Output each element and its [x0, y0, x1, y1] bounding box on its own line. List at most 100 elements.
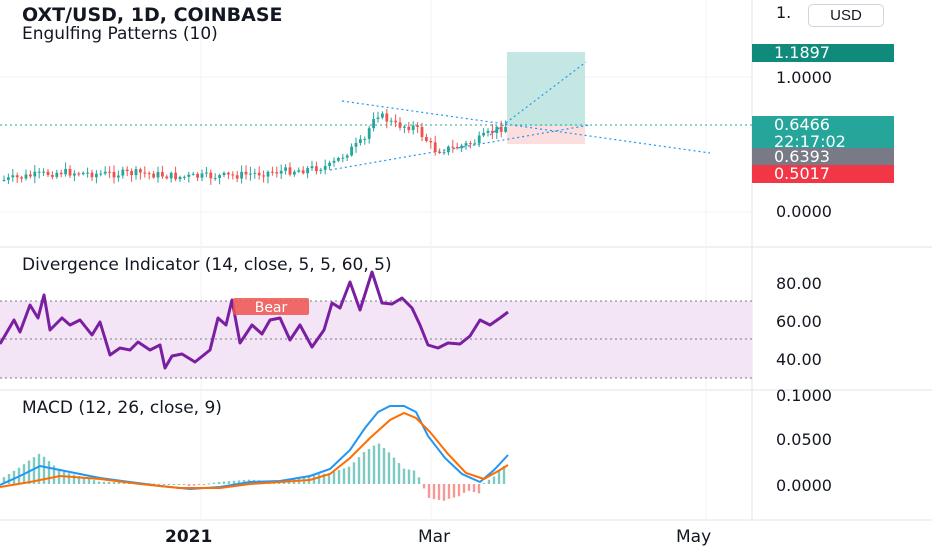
histogram-bar [182, 484, 186, 485]
time-tick-mar: Mar [418, 527, 451, 547]
price-tick: 1. [776, 3, 792, 22]
histogram-bar [472, 484, 476, 493]
candle-body [473, 143, 477, 145]
candle-body [77, 173, 81, 175]
candle-body [152, 173, 155, 178]
candle-body [455, 146, 459, 149]
candle-body [156, 172, 160, 178]
histogram-bar [117, 482, 121, 484]
histogram-bar [77, 476, 81, 484]
candle-body [315, 166, 318, 172]
histogram-bar [47, 461, 51, 484]
candle-body [7, 177, 10, 180]
candle-body [266, 171, 270, 177]
histogram-bar [482, 483, 486, 485]
histogram-bar [367, 448, 371, 484]
histogram-bar [352, 462, 356, 484]
macd-title[interactable]: MACD (12, 26, close, 9) [22, 398, 222, 418]
candle-body [499, 126, 503, 132]
histogram-bar [222, 481, 226, 484]
candle-body [297, 170, 301, 172]
histogram-bar [87, 478, 91, 484]
time-tick-may: May [676, 527, 712, 547]
candle-body [231, 174, 235, 176]
candlestick-series[interactable] [2, 108, 507, 185]
histogram-bar [427, 484, 431, 498]
candle-body [372, 119, 375, 129]
macd-tick: 0.1000 [776, 386, 832, 405]
trendline-upper[interactable] [341, 100, 711, 154]
histogram-bar [207, 483, 211, 485]
histogram-bar [407, 469, 411, 484]
candle-body [447, 146, 450, 153]
candle-body [385, 113, 389, 122]
histogram-bar [42, 456, 46, 484]
divergence-tick: 80.00 [776, 274, 822, 293]
candle-body [178, 176, 182, 180]
candle-body [398, 122, 402, 128]
candle-body [359, 139, 362, 144]
trendline-lower[interactable] [329, 124, 591, 171]
histogram-bar [337, 470, 341, 484]
macd-line[interactable] [0, 405, 509, 491]
candle-body [394, 120, 397, 123]
candle-body [86, 172, 89, 174]
candle-body [196, 173, 199, 178]
histogram-bar [97, 481, 101, 484]
candle-body [323, 165, 327, 170]
stop-zone[interactable] [507, 126, 585, 144]
candle-body [363, 138, 367, 140]
candle-body [271, 171, 274, 173]
histogram-bar [102, 481, 106, 484]
target-zone[interactable] [507, 52, 585, 126]
currency-button[interactable]: USD [808, 4, 884, 27]
candle-body [174, 172, 177, 180]
candle-body [279, 170, 283, 174]
candle-body [240, 171, 243, 179]
candle-body [20, 177, 23, 179]
macd-tick: 0.0000 [776, 476, 832, 495]
candle-body [73, 173, 76, 176]
candle-body [253, 172, 257, 174]
histogram-bar [192, 484, 196, 486]
candle-body [99, 173, 103, 175]
candle-body [306, 168, 309, 174]
divergence-rsi-line[interactable] [0, 270, 509, 370]
histogram-bar [322, 473, 326, 484]
candle-body [121, 169, 125, 176]
candle-body [143, 172, 147, 174]
histogram-bar [342, 468, 346, 484]
candle-body [486, 130, 490, 133]
histogram-bar [422, 484, 426, 489]
current-price-tag: 0.6466 22:17:02 [752, 116, 894, 152]
histogram-bar [502, 465, 506, 484]
signal-line[interactable] [0, 411, 509, 489]
histogram-bar [152, 483, 156, 485]
time-tick-2021: 2021 [165, 527, 213, 547]
candle-body [425, 136, 428, 141]
candle-body [183, 176, 186, 178]
current-price: 0.6466 [774, 115, 830, 134]
candle-body [169, 172, 173, 179]
histogram-bar [237, 480, 241, 484]
histogram-bar [212, 482, 216, 484]
histogram-bar [162, 484, 166, 485]
histogram-bar [177, 484, 181, 485]
entry-price-tag: 0.6393 [752, 148, 894, 166]
symbol-title[interactable]: OXT/USD, 1D, COINBASE [22, 4, 283, 26]
candle-body [139, 169, 142, 173]
histogram-bar [327, 473, 331, 484]
bear-label-box [233, 298, 309, 315]
candle-body [55, 172, 59, 177]
indicator-title[interactable]: Engulfing Patterns (10) [22, 24, 218, 44]
histogram-bar [402, 468, 406, 484]
histogram-bar [37, 453, 41, 484]
divergence-tick: 40.00 [776, 350, 822, 369]
macd-histogram[interactable] [2, 443, 506, 501]
candle-body [165, 176, 169, 179]
candle-body [200, 173, 204, 178]
divergence-title[interactable]: Divergence Indicator (14, close, 5, 5, 6… [22, 255, 392, 275]
histogram-bar [432, 484, 436, 500]
